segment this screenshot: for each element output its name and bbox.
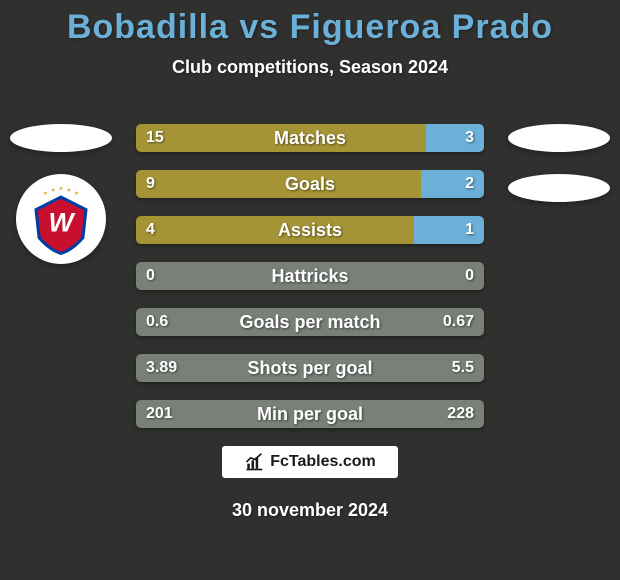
left-player-logos: W [6,124,116,264]
stat-label: Hattricks [136,262,484,290]
wilstermann-crest-icon: W [22,180,100,258]
comparison-infographic: Bobadilla vs Figueroa Prado Club competi… [0,0,620,580]
stat-row: 00Hattricks [136,262,484,290]
stat-label: Assists [136,216,484,244]
stat-label: Min per goal [136,400,484,428]
stat-row: 92Goals [136,170,484,198]
club-badge-left: W [16,174,106,264]
stat-label: Goals [136,170,484,198]
stat-label: Goals per match [136,308,484,336]
nationality-placeholder-left [10,124,112,152]
nationality-placeholder-right [508,124,610,152]
stat-label: Shots per goal [136,354,484,382]
page-title: Bobadilla vs Figueroa Prado [0,0,620,47]
stats-bars-container: 153Matches 92Goals 41Assists 00Hattricks 0.6… [136,124,484,446]
stat-row: 3.895.5Shots per goal [136,354,484,382]
subtitle: Club competitions, Season 2024 [0,57,620,78]
branding-text: FcTables.com [270,453,376,471]
branding-badge: FcTables.com [222,446,398,478]
right-player-logos [504,124,614,202]
stat-row: 41Assists [136,216,484,244]
stat-label: Matches [136,124,484,152]
club-placeholder-right [508,174,610,202]
stat-row: 0.60.67Goals per match [136,308,484,336]
chart-icon [244,452,264,472]
svg-text:W: W [48,207,75,237]
comparison-date: 30 november 2024 [0,500,620,521]
stat-row: 153Matches [136,124,484,152]
stat-row: 201228Min per goal [136,400,484,428]
